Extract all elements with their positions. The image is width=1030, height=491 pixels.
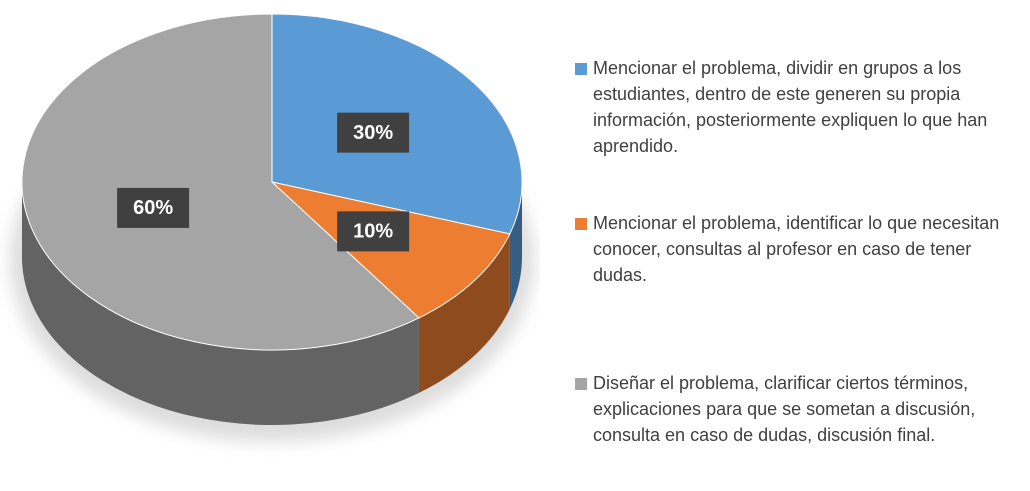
legend-entry: Diseñar el problema, clarificar ciertos … [573, 370, 1023, 448]
pie-tops [21, 13, 523, 351]
pie-slice [21, 13, 420, 351]
legend-entry: Mencionar el problema, identificar lo qu… [573, 210, 1023, 288]
legend-label: Mencionar el problema, dividir en grupos… [593, 58, 988, 156]
pie-side [418, 233, 510, 393]
pie-sides [22, 182, 522, 425]
pie-side [22, 182, 419, 425]
legend-label: Mencionar el problema, identificar lo qu… [593, 213, 1000, 285]
pie-area: 30% 10% 60% [10, 13, 534, 442]
data-label-box [117, 187, 190, 228]
data-label-box [337, 112, 410, 153]
legend-swatch [575, 218, 587, 230]
legend-swatch [575, 378, 587, 390]
data-label: 60% [133, 197, 173, 219]
data-labels: 30% 10% 60% [117, 112, 410, 252]
data-label-box [337, 211, 410, 252]
data-label: 10% [353, 221, 393, 243]
legend-entry: Mencionar el problema, dividir en grupos… [573, 55, 1023, 159]
pie-side [509, 182, 522, 309]
legend-swatch [575, 63, 587, 75]
legend-label: Diseñar el problema, clarificar ciertos … [593, 373, 976, 445]
data-label: 30% [353, 122, 393, 144]
